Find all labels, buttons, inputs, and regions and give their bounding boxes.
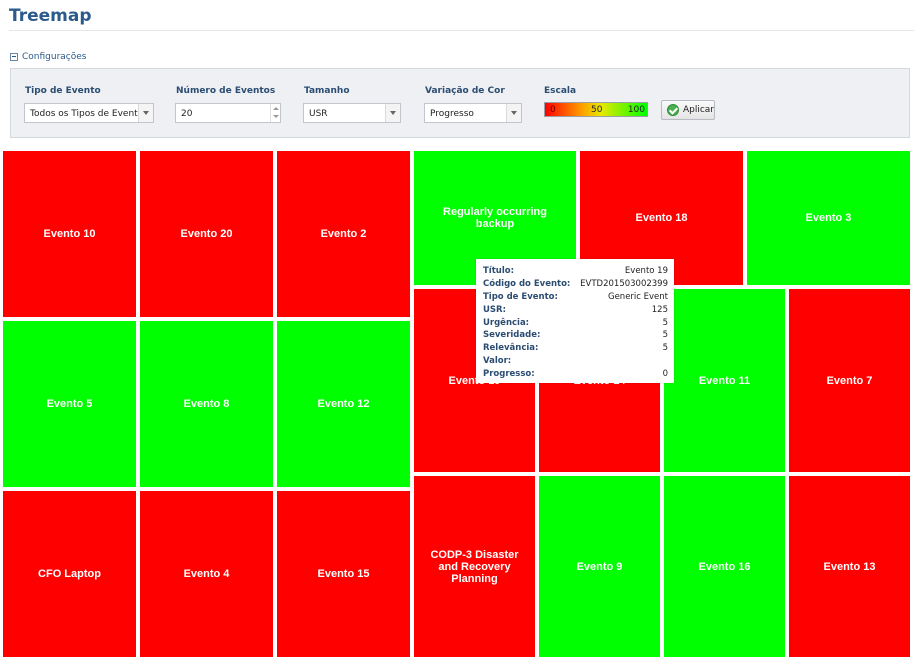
tooltip-key: USR: [483, 304, 506, 315]
treemap-tile[interactable]: Evento 10 [3, 151, 136, 317]
tile-label: CODP-3 Disaster and Recovery Planning [430, 548, 519, 585]
config-toggle[interactable]: Configurações [10, 51, 86, 63]
tooltip-row: Severidade: 5 [483, 329, 668, 342]
tile-label: Evento 3 [805, 212, 852, 224]
tooltip-row: Código do Evento: EVTD201503002399 [483, 278, 668, 291]
color-variation-label: Variação de Cor [425, 86, 505, 96]
tooltip-row: Valor: [483, 355, 668, 368]
tooltip-row: Progresso: 0 [483, 368, 668, 381]
treemap-tile[interactable]: CODP-3 Disaster and Recovery Planning [414, 476, 535, 657]
stepper-arrows-icon[interactable] [270, 104, 280, 122]
check-icon [667, 104, 679, 116]
apply-button[interactable]: Aplicar [661, 100, 715, 120]
treemap-tile[interactable]: Evento 5 [3, 321, 136, 487]
color-variation-value: Progresso [430, 109, 474, 119]
tile-label: Evento 5 [46, 398, 93, 410]
tile-label: Evento 18 [635, 212, 688, 224]
config-toggle-label[interactable]: Configurações [22, 52, 87, 62]
chevron-down-icon[interactable] [138, 104, 153, 122]
tooltip-value: Generic Event [607, 291, 668, 302]
treemap-tile[interactable]: Evento 16 [664, 476, 785, 657]
event-count-value: 20 [181, 109, 193, 119]
treemap-tile[interactable]: Evento 9 [539, 476, 660, 657]
event-count-stepper[interactable]: 20 [175, 103, 281, 123]
treemap-tile[interactable]: Evento 3 [747, 151, 910, 285]
tooltip-value: 5 [662, 343, 668, 354]
tile-label: Evento 10 [43, 228, 96, 240]
tooltip-row: Urgência: 5 [483, 317, 668, 330]
title-divider [9, 30, 914, 31]
tooltip-key: Título: [483, 266, 514, 276]
treemap-tile[interactable]: Evento 12 [277, 321, 410, 487]
tooltip-row: Tipo de Evento: Generic Event [483, 291, 668, 304]
treemap-tile[interactable]: Evento 7 [789, 289, 910, 472]
tile-label: Evento 20 [180, 228, 233, 240]
tooltip-row: Relevância: 5 [483, 342, 668, 355]
treemap-tile[interactable]: Evento 13 [789, 476, 910, 657]
tile-label: Evento 11 [698, 374, 751, 387]
size-value: USR [309, 109, 328, 119]
event-count-label: Número de Eventos [176, 86, 276, 96]
color-scale-bar: 0 50 100 [544, 102, 648, 117]
collapse-icon[interactable] [10, 53, 18, 61]
tooltip-key: Relevância: [483, 343, 539, 354]
size-label: Tamanho [304, 86, 350, 96]
scale-min: 0 [550, 105, 556, 115]
tile-label: Evento 2 [320, 228, 367, 240]
tile-label: Evento 8 [183, 398, 230, 410]
tile-label: CFO Laptop [38, 568, 101, 580]
tile-label: Regularly occurring backup [443, 206, 547, 230]
page-title: Treemap [9, 6, 92, 26]
apply-button-label: Aplicar [682, 105, 714, 115]
scale-max: 100 [627, 105, 645, 115]
scale-mid: 50 [591, 105, 603, 115]
tooltip-value: EVTD201503002399 [580, 278, 668, 289]
tooltip-value: 125 [651, 304, 668, 315]
treemap-tile[interactable]: Evento 4 [140, 491, 273, 657]
event-tooltip: Título: Evento 19 Código do Evento: EVTD20… [476, 259, 674, 383]
tooltip-key: Valor: [483, 356, 512, 367]
tooltip-value: 5 [662, 317, 668, 328]
tooltip-key: Progresso: [483, 369, 535, 380]
tile-label: Evento 13 [823, 560, 876, 573]
treemap-tile[interactable]: Evento 2 [277, 151, 410, 317]
color-variation-select[interactable]: Progresso [424, 103, 522, 123]
tile-label: Evento 7 [826, 374, 873, 387]
event-type-value: Todos os Tipos de Evento [30, 109, 144, 119]
chevron-down-icon[interactable] [506, 104, 521, 122]
treemap-tile[interactable]: Evento 15 [277, 491, 410, 657]
size-select[interactable]: USR [303, 103, 401, 123]
tile-label: Evento 15 [317, 568, 370, 580]
treemap-tile[interactable]: CFO Laptop [3, 491, 136, 657]
tile-label: Evento 9 [576, 560, 623, 573]
tile-label: Evento 16 [698, 560, 751, 573]
filter-panel: Tipo de Evento Todos os Tipos de Evento … [10, 68, 910, 138]
tooltip-value: 0 [662, 369, 668, 380]
tooltip-value: 5 [662, 330, 668, 341]
tooltip-row: USR: 125 [483, 304, 668, 317]
tooltip-key: Tipo de Evento: [483, 291, 558, 302]
scale-label: Escala [544, 86, 577, 96]
treemap-tile[interactable]: Evento 20 [140, 151, 273, 317]
tile-label: Evento 4 [183, 568, 230, 580]
chevron-down-icon[interactable] [385, 104, 400, 122]
tooltip-key: Urgência: [483, 317, 530, 328]
tooltip-key: Código do Evento: [483, 278, 571, 289]
event-type-label: Tipo de Evento [25, 86, 101, 96]
treemap-tile[interactable]: Evento 11 [664, 289, 785, 472]
tile-label: Evento 12 [317, 398, 370, 410]
tooltip-key: Severidade: [483, 330, 541, 341]
treemap-tile[interactable]: Evento 8 [140, 321, 273, 487]
tooltip-value: Evento 19 [624, 266, 668, 276]
tooltip-row: Título: Evento 19 [483, 265, 668, 278]
event-type-select[interactable]: Todos os Tipos de Evento [24, 103, 154, 123]
